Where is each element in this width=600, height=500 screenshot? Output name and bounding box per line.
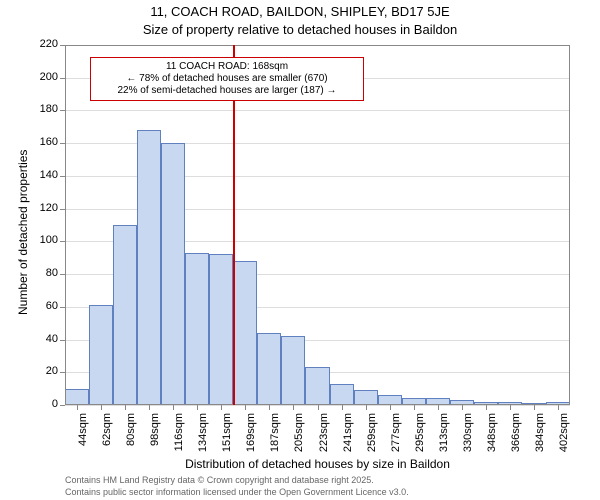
x-tick-label: 330sqm — [462, 413, 474, 463]
x-tick-label: 134sqm — [197, 413, 209, 463]
x-tick-mark — [149, 405, 150, 410]
x-tick-mark — [486, 405, 487, 410]
y-tick-label: 120 — [23, 202, 58, 214]
x-tick-label: 44sqm — [77, 413, 89, 463]
x-tick-mark — [197, 405, 198, 410]
callout-line-1: 11 COACH ROAD: 168sqm — [97, 61, 357, 73]
x-tick-label: 151sqm — [221, 413, 233, 463]
callout-line-2: ← 78% of detached houses are smaller (67… — [97, 73, 357, 85]
x-tick-mark — [414, 405, 415, 410]
x-tick-mark — [558, 405, 559, 410]
x-tick-label: 169sqm — [245, 413, 257, 463]
x-tick-label: 80sqm — [125, 413, 137, 463]
y-tick-label: 80 — [23, 267, 58, 279]
title-line-1: 11, COACH ROAD, BAILDON, SHIPLEY, BD17 5… — [0, 4, 600, 19]
x-tick-mark — [366, 405, 367, 410]
y-tick-label: 140 — [23, 169, 58, 181]
y-tick-mark — [60, 405, 65, 406]
callout-line-3: 22% of semi-detached houses are larger (… — [97, 85, 357, 97]
y-tick-label: 220 — [23, 38, 58, 50]
footer-line-1: Contains HM Land Registry data © Crown c… — [65, 475, 374, 485]
x-tick-mark — [342, 405, 343, 410]
x-tick-mark — [438, 405, 439, 410]
x-tick-mark — [510, 405, 511, 410]
footer-line-2: Contains public sector information licen… — [65, 487, 409, 497]
x-tick-label: 402sqm — [558, 413, 570, 463]
x-tick-mark — [293, 405, 294, 410]
x-tick-mark — [390, 405, 391, 410]
y-tick-label: 100 — [23, 234, 58, 246]
x-tick-label: 384sqm — [534, 413, 546, 463]
callout-box: 11 COACH ROAD: 168sqm← 78% of detached h… — [90, 57, 364, 101]
y-tick-label: 60 — [23, 300, 58, 312]
x-tick-mark — [77, 405, 78, 410]
x-tick-label: 116sqm — [173, 413, 185, 463]
x-tick-label: 348sqm — [486, 413, 498, 463]
histogram-chart: 02040608010012014016018020022044sqm62sqm… — [65, 45, 570, 405]
x-tick-mark — [245, 405, 246, 410]
y-tick-label: 40 — [23, 333, 58, 345]
x-tick-label: 205sqm — [293, 413, 305, 463]
x-tick-mark — [173, 405, 174, 410]
x-tick-label: 295sqm — [414, 413, 426, 463]
y-tick-label: 200 — [23, 71, 58, 83]
x-tick-label: 366sqm — [510, 413, 522, 463]
x-tick-label: 223sqm — [318, 413, 330, 463]
x-tick-label: 98sqm — [149, 413, 161, 463]
x-tick-mark — [101, 405, 102, 410]
x-tick-mark — [221, 405, 222, 410]
x-tick-label: 62sqm — [101, 413, 113, 463]
title-line-2: Size of property relative to detached ho… — [0, 22, 600, 37]
x-tick-mark — [269, 405, 270, 410]
x-tick-mark — [125, 405, 126, 410]
y-tick-label: 160 — [23, 136, 58, 148]
y-tick-label: 20 — [23, 365, 58, 377]
x-tick-label: 313sqm — [438, 413, 450, 463]
x-tick-label: 277sqm — [390, 413, 402, 463]
x-tick-label: 259sqm — [366, 413, 378, 463]
x-tick-label: 241sqm — [342, 413, 354, 463]
x-tick-mark — [462, 405, 463, 410]
x-tick-label: 187sqm — [269, 413, 281, 463]
y-tick-label: 0 — [23, 398, 58, 410]
x-tick-mark — [534, 405, 535, 410]
x-tick-mark — [318, 405, 319, 410]
y-tick-label: 180 — [23, 103, 58, 115]
